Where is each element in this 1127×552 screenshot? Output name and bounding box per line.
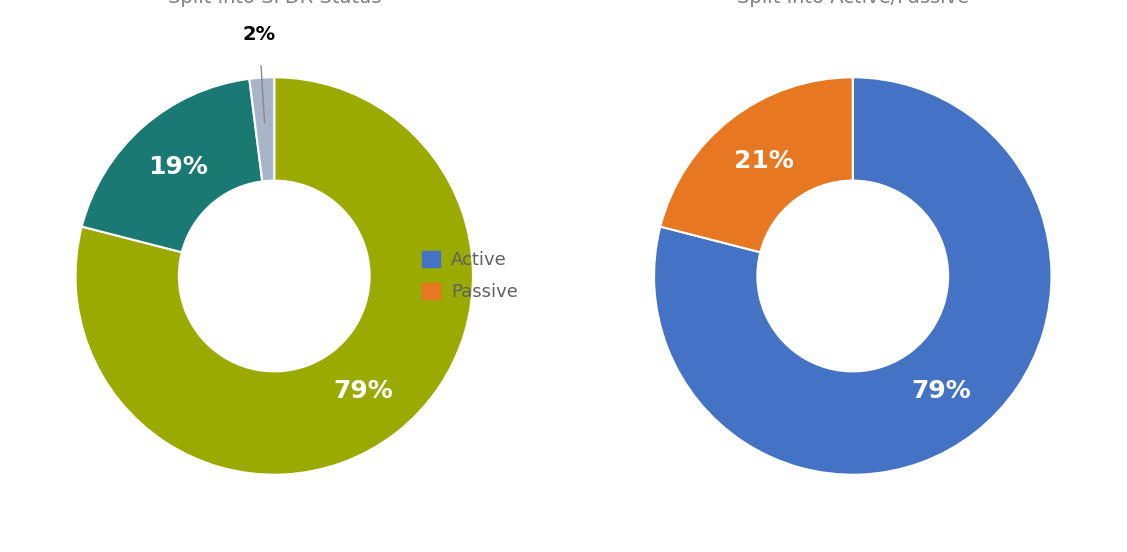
Title: Affected Funds
Split into SFDR Status: Affected Funds Split into SFDR Status (168, 0, 381, 7)
Legend: Active, Passive: Active, Passive (415, 243, 525, 309)
Wedge shape (82, 79, 263, 252)
Wedge shape (660, 77, 853, 252)
Wedge shape (76, 77, 473, 475)
Text: 21%: 21% (734, 150, 793, 173)
Text: 19%: 19% (149, 155, 208, 179)
Wedge shape (654, 77, 1051, 475)
Text: 79%: 79% (912, 379, 971, 402)
Text: 79%: 79% (334, 379, 393, 402)
Text: 2%: 2% (242, 24, 276, 44)
Title: Affected Funds
Split into Active/Passive: Affected Funds Split into Active/Passive (737, 0, 969, 7)
Wedge shape (249, 77, 274, 182)
